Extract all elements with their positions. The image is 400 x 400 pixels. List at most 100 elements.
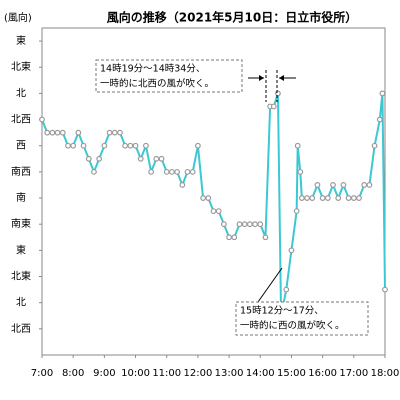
data-point	[101, 142, 108, 149]
data-point	[283, 286, 290, 293]
data-point	[75, 129, 82, 136]
y-tick-label: 北西	[11, 323, 31, 335]
data-point	[270, 103, 277, 110]
y-tick-label: 北	[16, 297, 26, 309]
x-tick-label: 8:00	[62, 368, 84, 379]
data-point	[252, 221, 258, 228]
data-point	[366, 182, 373, 188]
data-point	[163, 168, 170, 175]
data-point	[148, 168, 155, 175]
data-point	[153, 155, 160, 162]
x-tick-label: 10:00	[121, 368, 150, 379]
data-point	[59, 129, 66, 136]
data-point	[226, 234, 232, 241]
data-point	[298, 195, 305, 201]
annotation-box	[95, 59, 243, 93]
data-point	[44, 129, 51, 136]
data-point	[39, 116, 45, 123]
y-tick-label: 東	[16, 243, 26, 256]
data-point	[288, 247, 295, 254]
x-tick-label: 9:00	[93, 368, 115, 379]
y-tick-label: 北東	[11, 270, 31, 283]
annotation-text: 一時的に北西の風が吹く。	[100, 78, 214, 90]
data-point	[335, 195, 342, 201]
y-tick-label: 北西	[11, 114, 31, 126]
annotation-2: 15時12分～17分、 一時的に西の風が吹く。	[235, 267, 369, 336]
data-point	[294, 142, 301, 149]
data-point	[371, 142, 378, 149]
x-tick-label: 11:00	[152, 368, 181, 379]
data-point	[122, 142, 129, 149]
data-point	[246, 221, 253, 228]
plot-frame	[41, 27, 386, 356]
data-point	[70, 142, 77, 149]
data-point	[314, 182, 321, 188]
data-point	[179, 182, 186, 188]
data-point	[262, 234, 269, 241]
arrow-head	[279, 75, 284, 81]
data-point	[85, 155, 92, 162]
data-point	[143, 142, 149, 149]
data-point	[200, 195, 207, 201]
data-point	[169, 168, 175, 175]
data-point	[137, 155, 144, 162]
data-point	[304, 195, 310, 201]
data-point	[205, 195, 212, 201]
data-point	[210, 208, 217, 215]
annotation-1: 14時19分～14時34分、 一時的に北西の風が吹く。	[95, 59, 296, 102]
leader-line	[257, 267, 283, 303]
y-tick-label: 南東	[11, 217, 31, 230]
data-line	[41, 93, 386, 316]
y-tick-label: 南西	[11, 165, 31, 178]
data-point	[241, 221, 248, 228]
data-point	[189, 168, 196, 175]
x-tick-label: 15:00	[277, 368, 306, 379]
x-tick-label: 17:00	[339, 368, 368, 379]
x-tick-label: 13:00	[215, 368, 244, 379]
annotation-text: 15時12分～17分、	[240, 306, 324, 317]
data-point	[184, 168, 191, 175]
x-tick-label: 12:00	[183, 368, 212, 379]
data-point	[127, 142, 134, 149]
annotation-text: 一時的に西の風が吹く。	[240, 320, 345, 332]
y-tick-label: 北	[16, 87, 26, 99]
data-point	[132, 142, 139, 149]
data-point	[319, 195, 326, 201]
annotation-text: 14時19分～14時34分、	[100, 64, 205, 75]
data-point	[379, 90, 386, 97]
data-point	[293, 208, 300, 215]
x-tick-label: 16:00	[308, 368, 337, 379]
data-point	[236, 221, 243, 228]
data-point	[215, 208, 222, 215]
y-tick-label: 西	[16, 141, 26, 152]
data-point	[330, 182, 336, 188]
data-point	[91, 168, 97, 175]
data-point	[324, 195, 331, 201]
data-point	[65, 142, 71, 149]
y-axis-title: (風向)	[4, 11, 32, 24]
x-tick-label: 7:00	[31, 368, 53, 379]
data-point	[106, 129, 113, 136]
y-tick-label: 東	[16, 34, 26, 47]
arrow-head	[259, 75, 264, 81]
data-point	[361, 182, 368, 188]
y-tick-label: 北東	[11, 60, 31, 73]
data-point	[96, 155, 103, 162]
data-point	[80, 142, 87, 149]
data-point	[382, 286, 388, 293]
x-tick-label: 14:00	[246, 368, 275, 379]
data-point	[275, 90, 281, 97]
data-point	[257, 221, 264, 228]
annotation-box	[235, 301, 369, 336]
data-point	[376, 116, 383, 123]
data-point	[158, 155, 165, 162]
data-point	[195, 142, 201, 149]
data-point	[231, 234, 238, 241]
data-point	[340, 182, 347, 188]
y-tick-label: 南	[16, 191, 26, 204]
data-point	[356, 195, 362, 201]
data-point	[350, 195, 357, 201]
x-tick-label: 18:00	[371, 368, 400, 379]
data-point	[345, 195, 352, 201]
